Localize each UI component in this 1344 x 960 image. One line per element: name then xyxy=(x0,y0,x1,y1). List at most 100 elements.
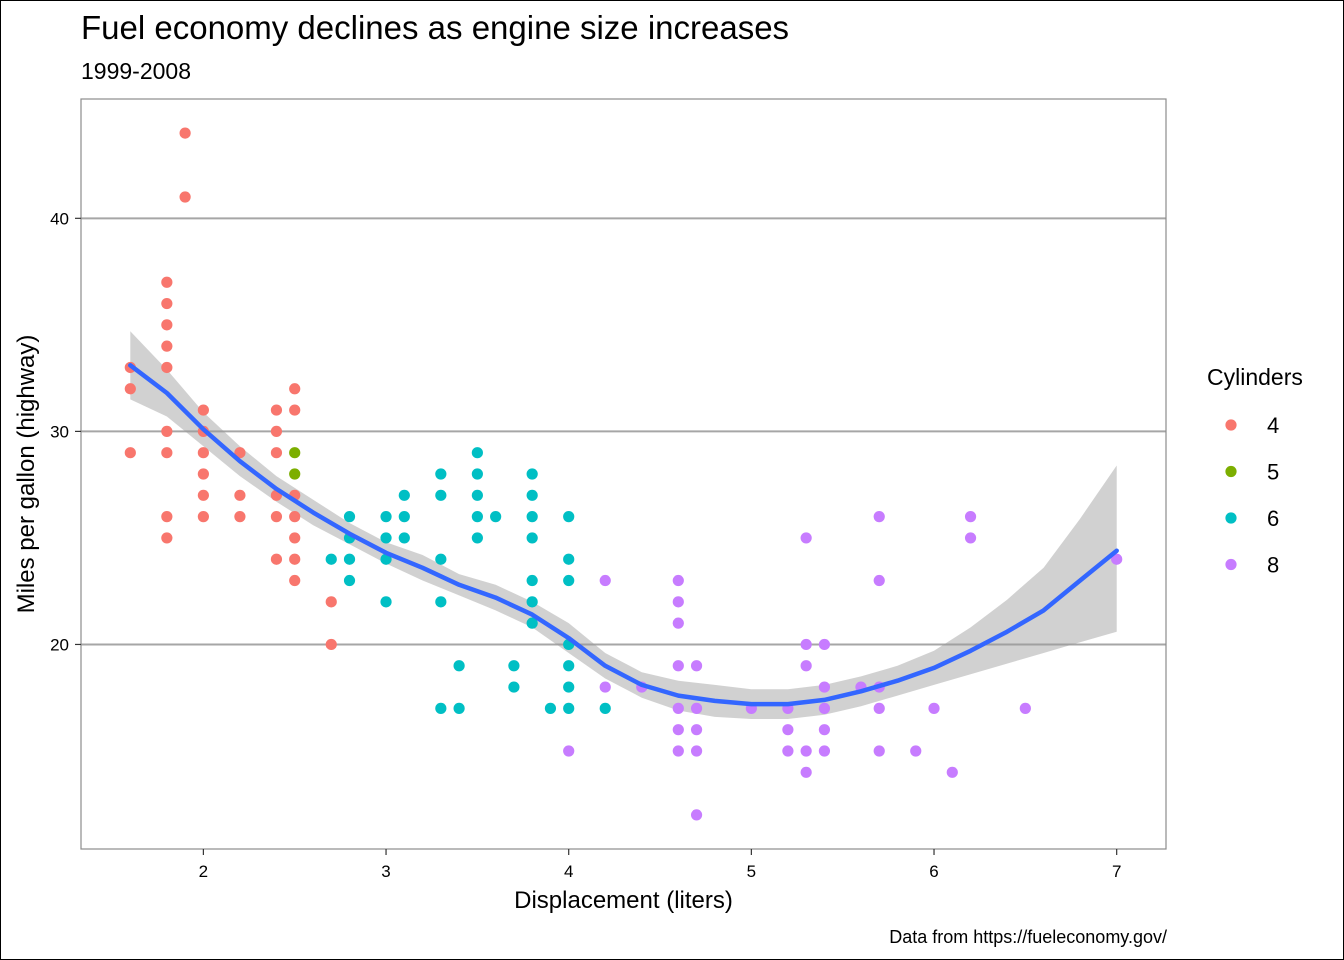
data-point-cyl-4 xyxy=(270,404,283,416)
legend: Cylinders 4 5 6 8 xyxy=(1207,364,1303,578)
data-point-cyl-6 xyxy=(471,447,483,459)
data-point-cyl-4 xyxy=(179,127,191,139)
data-point-cyl-4 xyxy=(197,404,209,416)
data-point-cyl-8 xyxy=(818,702,831,714)
data-point-cyl-6 xyxy=(453,702,465,714)
y-tick-label: 30 xyxy=(50,422,69,441)
data-point-cyl-6 xyxy=(508,681,520,693)
data-point-cyl-8 xyxy=(946,766,958,778)
data-point-cyl-6 xyxy=(526,574,538,587)
data-point-cyl-4 xyxy=(289,404,301,416)
data-point-cyl-8 xyxy=(672,660,684,672)
data-point-cyl-6 xyxy=(563,574,575,587)
data-point-cyl-6 xyxy=(526,489,538,501)
data-point-cyl-8 xyxy=(800,745,812,757)
data-point-cyl-4 xyxy=(289,511,301,523)
data-point-cyl-6 xyxy=(508,660,520,672)
data-point-cyl-6 xyxy=(563,553,575,565)
data-point-cyl-6 xyxy=(398,532,410,544)
data-point-cyl-6 xyxy=(343,511,356,523)
data-point-cyl-8 xyxy=(818,724,831,736)
data-point-cyl-4 xyxy=(270,511,283,523)
data-point-cyl-6 xyxy=(380,511,392,523)
legend-title: Cylinders xyxy=(1207,364,1303,390)
y-tick-label: 40 xyxy=(50,209,69,228)
data-point-cyl-6 xyxy=(563,702,575,714)
data-point-cyl-8 xyxy=(599,681,611,693)
data-point-cyl-6 xyxy=(544,702,557,714)
data-point-cyl-4 xyxy=(161,276,173,288)
smooth-line-group xyxy=(128,363,1119,707)
data-point-cyl-8 xyxy=(690,724,703,736)
data-point-cyl-8 xyxy=(800,532,812,544)
data-point-cyl-8 xyxy=(964,532,977,544)
data-point-cyl-6 xyxy=(380,532,392,544)
data-point-cyl-6 xyxy=(471,489,483,501)
chart-title: Fuel economy declines as engine size inc… xyxy=(81,9,790,46)
x-tick-label: 7 xyxy=(1112,862,1121,881)
data-point-cyl-4 xyxy=(161,361,173,374)
data-point-cyl-6 xyxy=(599,702,611,714)
data-point-cyl-6 xyxy=(435,489,447,501)
y-axis-title: Miles per gallon (highway) xyxy=(13,335,40,614)
data-point-cyl-4 xyxy=(161,425,173,437)
data-point-cyl-4 xyxy=(289,574,301,587)
data-point-cyl-6 xyxy=(398,511,410,523)
data-point-cyl-8 xyxy=(690,809,703,821)
data-point-cyl-6 xyxy=(380,553,392,565)
data-point-cyl-8 xyxy=(690,745,703,757)
chart-subtitle: 1999-2008 xyxy=(81,58,191,84)
x-tick-label: 3 xyxy=(381,862,390,881)
legend-key-cyl-8 xyxy=(1225,558,1237,571)
data-point-cyl-4 xyxy=(234,447,246,459)
data-point-cyl-8 xyxy=(782,724,794,736)
data-point-cyl-8 xyxy=(782,745,794,757)
x-tick-label: 2 xyxy=(199,862,208,881)
data-point-cyl-8 xyxy=(690,660,703,672)
data-point-cyl-8 xyxy=(672,617,684,629)
data-point-cyl-4 xyxy=(161,511,173,523)
data-point-cyl-4 xyxy=(270,425,283,437)
panel-border xyxy=(80,98,1167,850)
data-point-cyl-8 xyxy=(800,638,812,651)
legend-key-cyl-6 xyxy=(1225,512,1237,524)
data-point-cyl-6 xyxy=(435,553,447,565)
data-point-cyl-6 xyxy=(325,553,337,565)
legend-key-cyl-5 xyxy=(1225,465,1237,478)
data-point-cyl-5 xyxy=(289,468,301,480)
data-point-cyl-4 xyxy=(325,596,337,608)
data-point-cyl-4 xyxy=(289,532,301,544)
legend-label-cyl-5: 5 xyxy=(1267,460,1279,485)
data-point-cyl-6 xyxy=(526,617,538,629)
data-point-cyl-6 xyxy=(563,681,575,693)
data-point-cyl-5 xyxy=(289,447,301,459)
data-point-cyl-4 xyxy=(161,319,173,331)
data-point-cyl-8 xyxy=(800,766,812,778)
data-point-cyl-4 xyxy=(197,447,209,459)
data-point-cyl-6 xyxy=(343,553,356,565)
data-point-cyl-8 xyxy=(672,596,684,608)
data-points xyxy=(124,127,1123,821)
data-point-cyl-6 xyxy=(398,489,410,501)
data-point-cyl-6 xyxy=(526,596,538,608)
axes: 2 3 4 5 6 7 20 30 40 xyxy=(50,209,1121,881)
data-point-cyl-4 xyxy=(161,340,173,352)
data-point-cyl-8 xyxy=(818,745,831,757)
data-point-cyl-6 xyxy=(471,532,483,544)
x-tick-label: 5 xyxy=(747,862,756,881)
data-point-cyl-4 xyxy=(197,468,209,480)
data-point-cyl-4 xyxy=(179,191,191,203)
x-tick-label: 6 xyxy=(929,862,938,881)
data-point-cyl-6 xyxy=(526,468,538,480)
data-point-cyl-4 xyxy=(234,511,246,523)
data-point-cyl-8 xyxy=(690,702,703,714)
data-point-cyl-8 xyxy=(873,702,885,714)
data-point-cyl-8 xyxy=(672,724,684,736)
data-point-cyl-6 xyxy=(471,511,483,523)
x-tick-label: 4 xyxy=(564,862,573,881)
data-point-cyl-4 xyxy=(161,447,173,459)
legend-key-cyl-4 xyxy=(1225,419,1237,431)
data-point-cyl-6 xyxy=(490,511,502,523)
